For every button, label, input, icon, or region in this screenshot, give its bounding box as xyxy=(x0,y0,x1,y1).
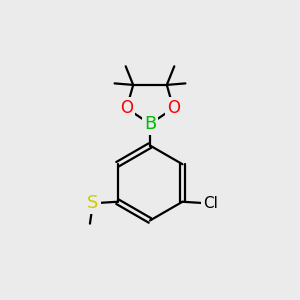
Text: Cl: Cl xyxy=(203,196,218,211)
Text: B: B xyxy=(144,115,156,133)
Text: S: S xyxy=(87,194,99,212)
Text: O: O xyxy=(167,99,180,117)
Text: O: O xyxy=(120,99,133,117)
